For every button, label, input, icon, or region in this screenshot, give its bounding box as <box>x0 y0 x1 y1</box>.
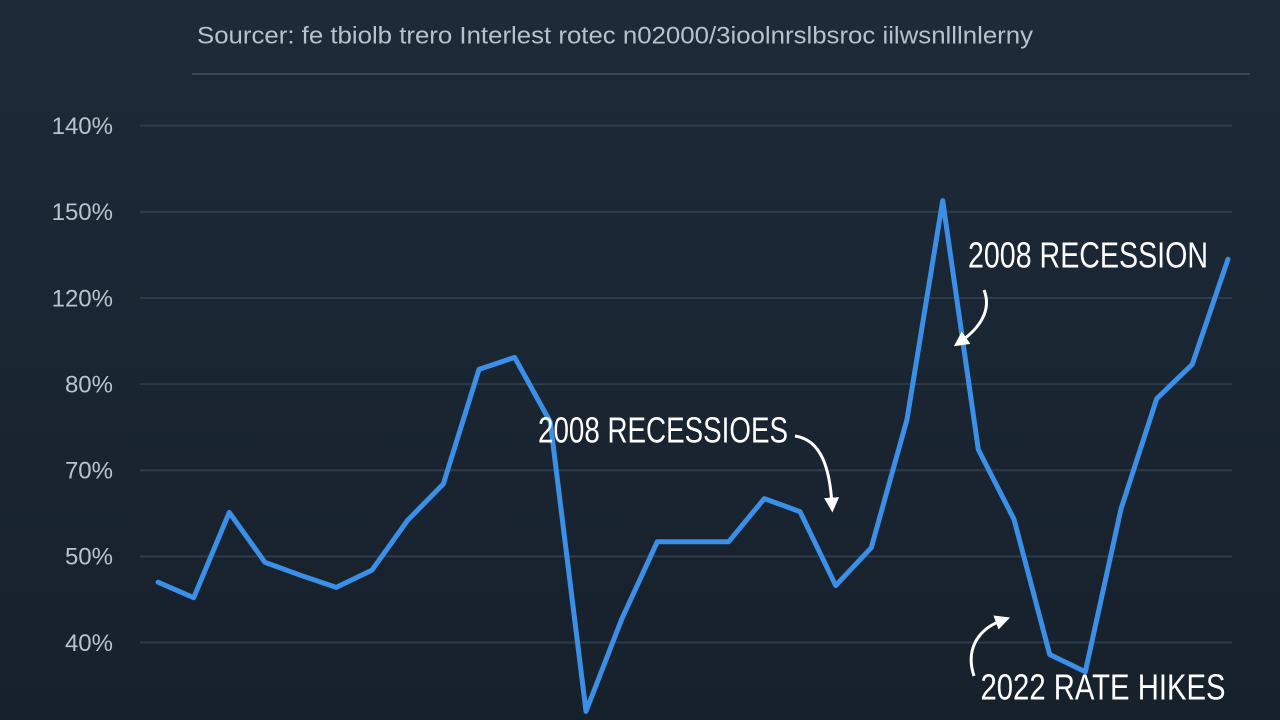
y-tick-label: 80% <box>65 371 113 398</box>
annotation: 2022 RATE HIKES <box>981 667 1226 708</box>
chart-title: Sourcer: fe tbiolb trero Interlest rotec… <box>197 22 1033 49</box>
y-tick-label: 40% <box>65 630 113 657</box>
y-tick-label: 140% <box>52 113 113 140</box>
y-tick-label: 70% <box>65 458 113 485</box>
annotation: 2008 RECESSIOES <box>538 410 788 451</box>
annotation-arrow <box>969 615 1011 677</box>
y-tick-label: 50% <box>65 544 113 571</box>
y-tick-label: 150% <box>52 199 113 226</box>
annotation-arrow <box>953 289 988 347</box>
plot-area: 40% 50% 70% 80% 120% 150% 140% <box>52 113 1232 714</box>
annotation: 2008 RECESSION <box>968 235 1208 276</box>
y-tick-label: 120% <box>52 285 113 312</box>
data-line <box>155 198 1231 714</box>
annotation-arrow <box>794 434 840 513</box>
